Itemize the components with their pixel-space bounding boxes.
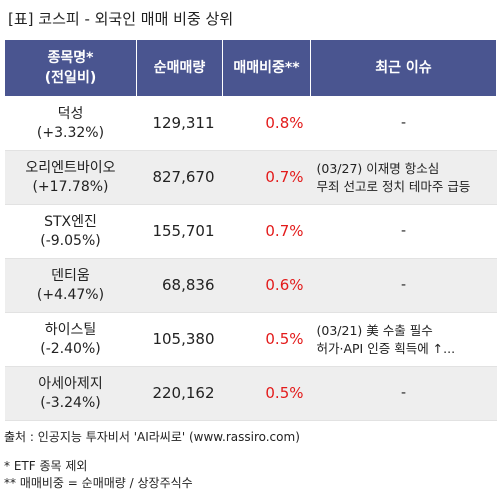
footnote-ratio: ** 매매비중 = 순매매량 / 상장주식수 <box>4 476 193 490</box>
net-volume-cell: 129,311 <box>136 96 223 151</box>
recent-issue-cell: (03/21) 美 수출 필수 허가·API 인증 획득에 ↑... <box>310 312 497 367</box>
stock-name-cell: 하이스틸 (-2.40%) <box>4 312 137 367</box>
source-note: 출처 : 인공지능 투자비서 'AI라씨로' (www.rassiro.com) <box>4 430 300 444</box>
recent-issue-cell: (03/27) 이재명 항소심 무죄 선고로 정치 테마주 급등 <box>310 150 497 205</box>
stock-name-cell: 아세아제지 (-3.24%) <box>4 366 137 421</box>
header-recent-issue: 최근 이슈 <box>310 39 497 97</box>
page-title: [표] 코스피 - 외국인 매매 비중 상위 <box>8 10 234 28</box>
net-volume-cell: 220,162 <box>136 366 223 421</box>
table-row: 덴티움 (+4.47%) 68,836 0.6% - <box>4 258 497 313</box>
trade-ratio-cell: 0.7% <box>222 150 311 205</box>
foreign-trading-table: 종목명* (전일비) 순매매량 매매비중** 최근 이슈 덕성 (+3.32%) … <box>4 39 497 421</box>
table-row: 하이스틸 (-2.40%) 105,380 0.5% (03/21) 美 수출 필… <box>4 312 497 367</box>
trade-ratio-cell: 0.8% <box>222 96 311 151</box>
footnote-etf: * ETF 종목 제외 <box>4 459 88 473</box>
recent-issue-cell: - <box>310 96 497 151</box>
trade-ratio-cell: 0.5% <box>222 366 311 421</box>
table-header-row: 종목명* (전일비) 순매매량 매매비중** 최근 이슈 <box>4 39 497 97</box>
net-volume-cell: 68,836 <box>136 258 223 313</box>
stock-name-cell: 덴티움 (+4.47%) <box>4 258 137 313</box>
net-volume-cell: 155,701 <box>136 204 223 259</box>
recent-issue-cell: - <box>310 258 497 313</box>
recent-issue-cell: - <box>310 366 497 421</box>
table-row: 덕성 (+3.32%) 129,311 0.8% - <box>4 96 497 151</box>
net-volume-cell: 827,670 <box>136 150 223 205</box>
table-row: STX엔진 (-9.05%) 155,701 0.7% - <box>4 204 497 259</box>
table-row: 오리엔트바이오 (+17.78%) 827,670 0.7% (03/27) 이재… <box>4 150 497 205</box>
recent-issue-cell: - <box>310 204 497 259</box>
header-stock-name: 종목명* (전일비) <box>4 39 137 97</box>
net-volume-cell: 105,380 <box>136 312 223 367</box>
header-net-volume: 순매매량 <box>136 39 223 97</box>
trade-ratio-cell: 0.5% <box>222 312 311 367</box>
trade-ratio-cell: 0.6% <box>222 258 311 313</box>
table-row: 아세아제지 (-3.24%) 220,162 0.5% - <box>4 366 497 421</box>
stock-name-cell: 오리엔트바이오 (+17.78%) <box>4 150 137 205</box>
trade-ratio-cell: 0.7% <box>222 204 311 259</box>
stock-name-cell: 덕성 (+3.32%) <box>4 96 137 151</box>
stock-name-cell: STX엔진 (-9.05%) <box>4 204 137 259</box>
header-trade-ratio: 매매비중** <box>222 39 311 97</box>
